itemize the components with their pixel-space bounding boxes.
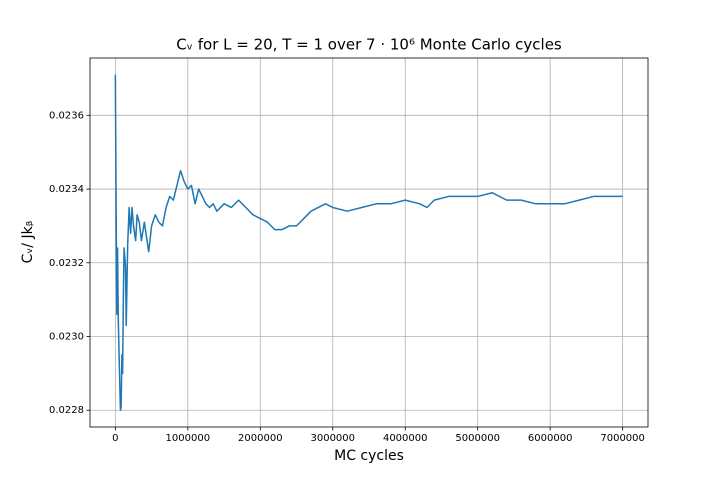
data-line xyxy=(114,74,623,411)
chart-title: Cᵥ for L = 20, T = 1 over 7 · 10⁶ Monte … xyxy=(176,36,562,54)
x-tick-label: 1000000 xyxy=(166,433,211,444)
y-tick-label: 0.0234 xyxy=(49,184,84,195)
y-tick-label: 0.0230 xyxy=(49,332,84,343)
x-tick-label: 0 xyxy=(112,433,118,444)
x-tick-label: 2000000 xyxy=(238,433,283,444)
plot-frame xyxy=(89,57,649,428)
x-tick-label: 4000000 xyxy=(383,433,428,444)
y-axis-label: Cᵥ/ Jkᵦ xyxy=(20,221,36,264)
x-tick-label: 6000000 xyxy=(528,433,573,444)
x-tick-label: 5000000 xyxy=(455,433,500,444)
x-tick-label: 7000000 xyxy=(600,433,645,444)
y-tick-label: 0.0228 xyxy=(49,405,84,416)
y-tick-label: 0.0236 xyxy=(49,110,84,121)
y-tick-label: 0.0232 xyxy=(49,258,84,269)
x-tick-label: 3000000 xyxy=(310,433,355,444)
x-axis-label: MC cycles xyxy=(334,448,404,464)
